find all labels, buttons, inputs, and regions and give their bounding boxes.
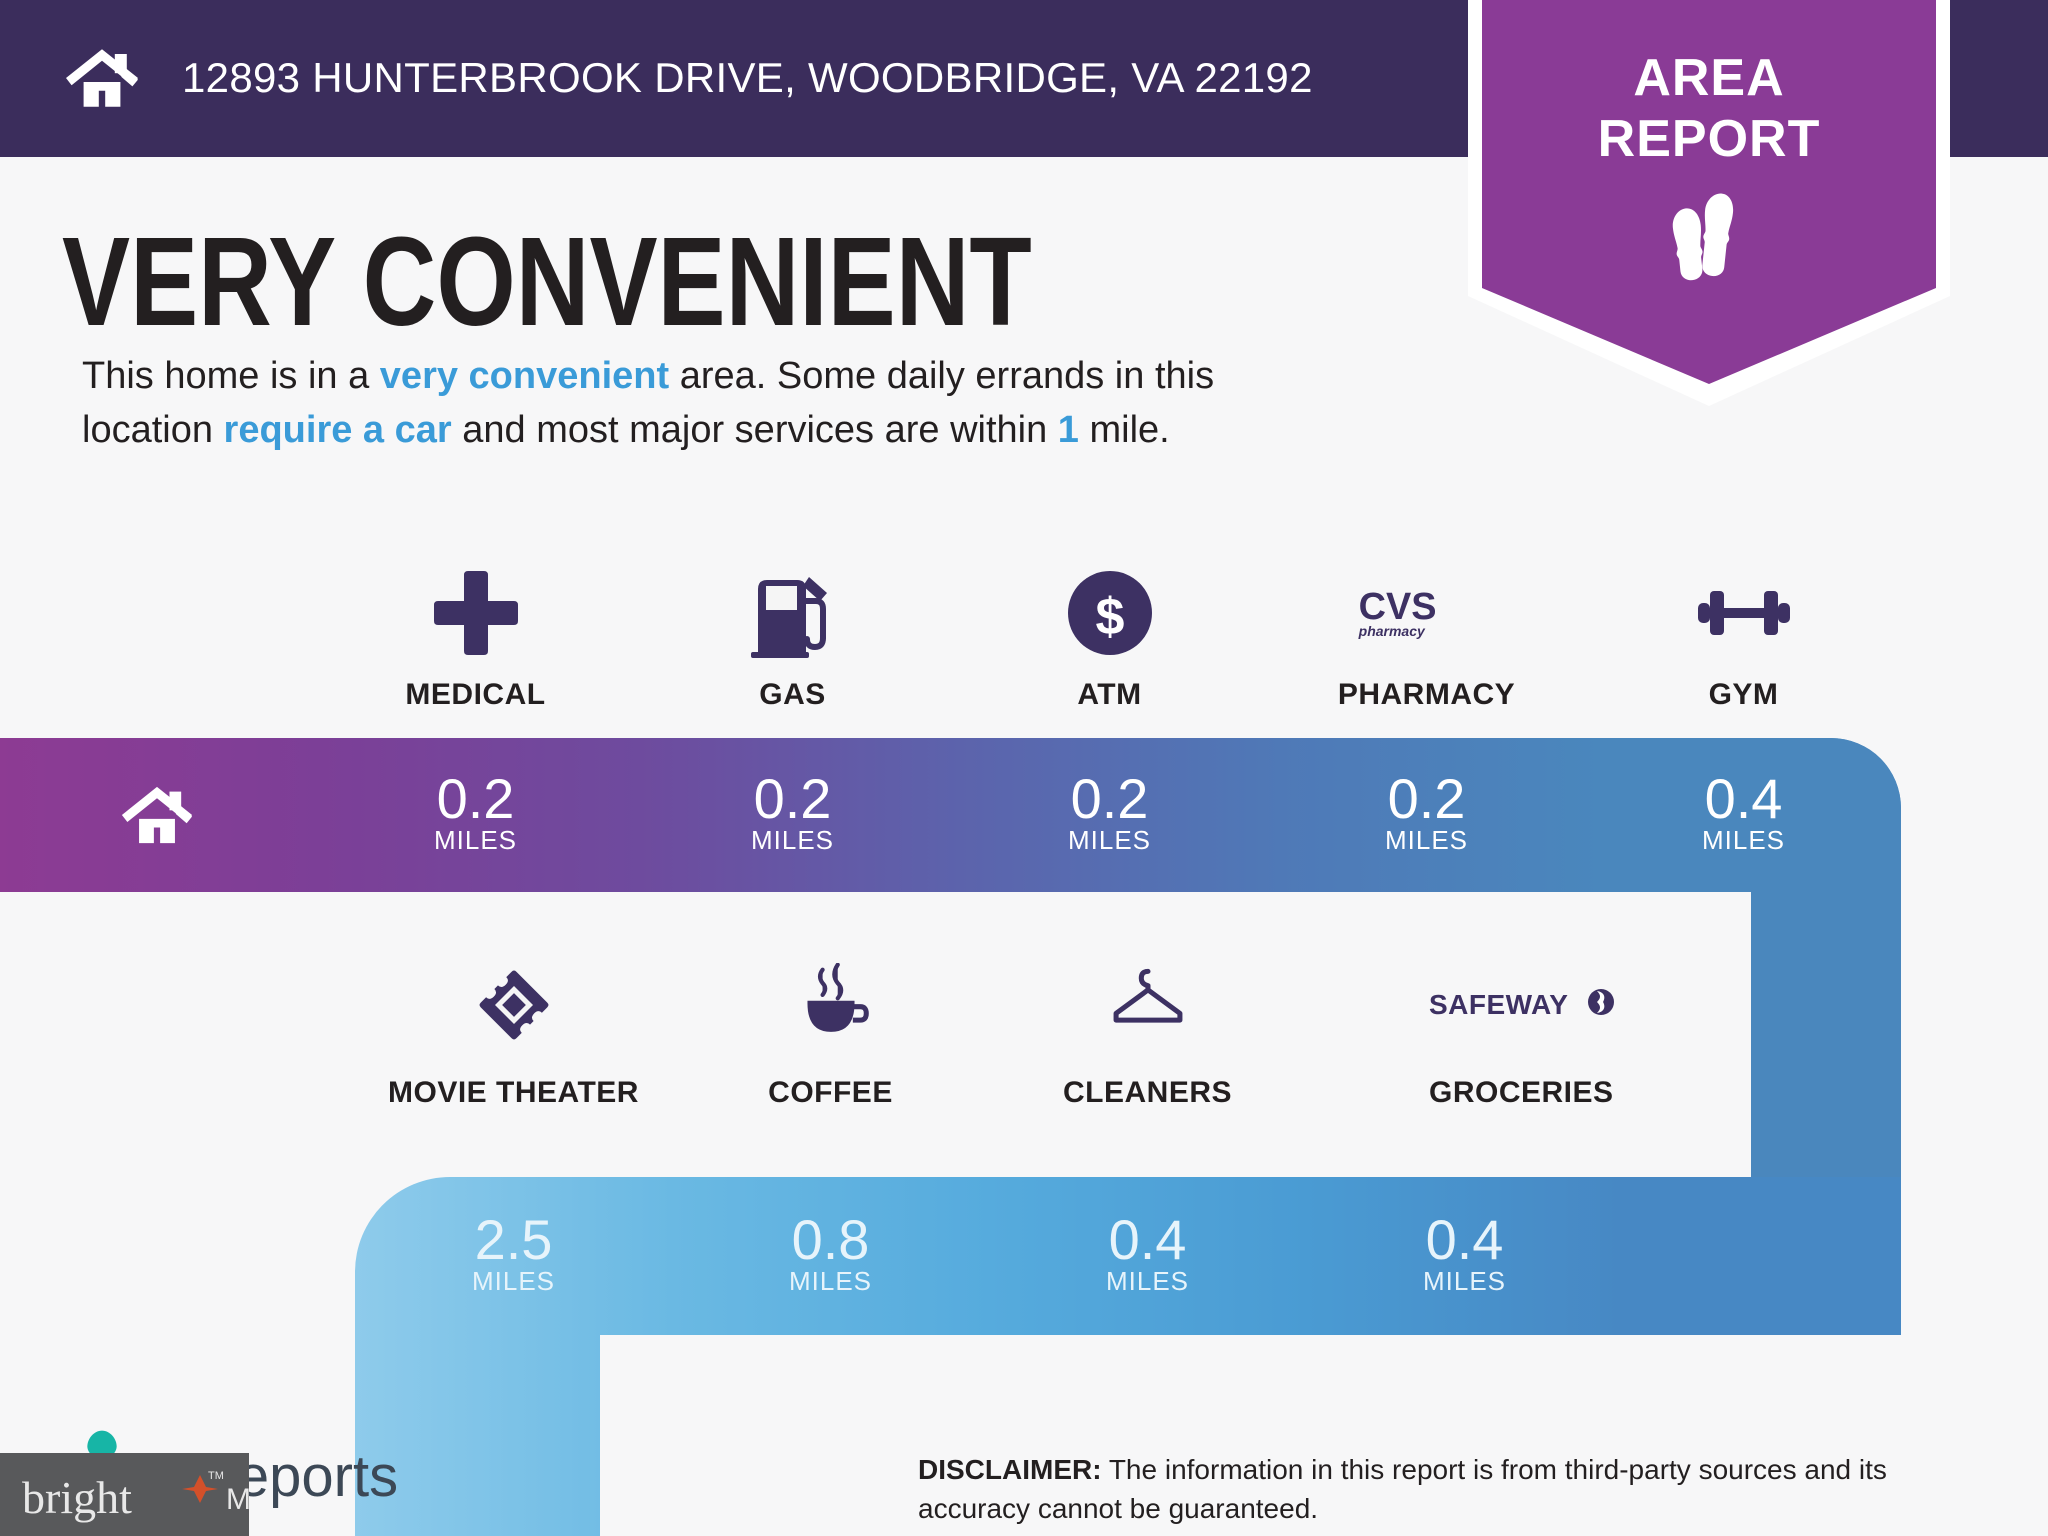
svg-text:pharmacy: pharmacy <box>1357 623 1425 639</box>
svg-text:CVS: CVS <box>1358 586 1436 628</box>
svg-text:$: $ <box>1095 588 1124 646</box>
svg-text:TM: TM <box>208 1470 224 1482</box>
svg-text:bright: bright <box>22 1472 132 1523</box>
svg-text:MLS: MLS <box>226 1483 249 1516</box>
svg-text:SAFEWAY: SAFEWAY <box>1429 989 1568 1020</box>
